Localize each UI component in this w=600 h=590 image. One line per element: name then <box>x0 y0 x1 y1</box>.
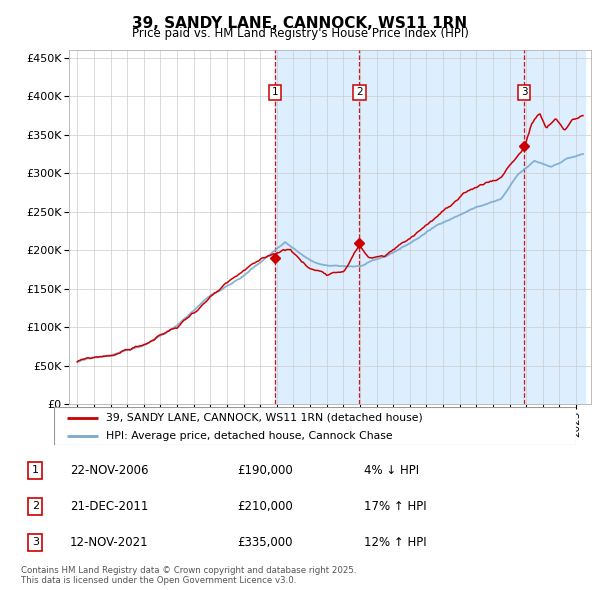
Text: Price paid vs. HM Land Registry's House Price Index (HPI): Price paid vs. HM Land Registry's House … <box>131 27 469 40</box>
Text: 22-NOV-2006: 22-NOV-2006 <box>70 464 148 477</box>
Text: 3: 3 <box>32 537 39 548</box>
Text: Contains HM Land Registry data © Crown copyright and database right 2025.
This d: Contains HM Land Registry data © Crown c… <box>21 566 356 585</box>
Text: 12-NOV-2021: 12-NOV-2021 <box>70 536 148 549</box>
Text: 17% ↑ HPI: 17% ↑ HPI <box>364 500 426 513</box>
Text: 1: 1 <box>32 466 39 475</box>
Text: 39, SANDY LANE, CANNOCK, WS11 1RN: 39, SANDY LANE, CANNOCK, WS11 1RN <box>133 16 467 31</box>
Text: 2: 2 <box>32 502 39 512</box>
Text: £210,000: £210,000 <box>237 500 293 513</box>
Text: £190,000: £190,000 <box>237 464 293 477</box>
Text: 1: 1 <box>272 87 278 97</box>
Text: HPI: Average price, detached house, Cannock Chase: HPI: Average price, detached house, Cann… <box>106 431 393 441</box>
Text: £335,000: £335,000 <box>237 536 292 549</box>
Bar <box>275 50 359 404</box>
Text: 4% ↓ HPI: 4% ↓ HPI <box>364 464 419 477</box>
Text: 12% ↑ HPI: 12% ↑ HPI <box>364 536 426 549</box>
Text: 39, SANDY LANE, CANNOCK, WS11 1RN (detached house): 39, SANDY LANE, CANNOCK, WS11 1RN (detac… <box>106 413 423 423</box>
Bar <box>359 50 524 404</box>
Text: 3: 3 <box>521 87 527 97</box>
Bar <box>524 50 584 404</box>
Text: 2: 2 <box>356 87 363 97</box>
Text: 21-DEC-2011: 21-DEC-2011 <box>70 500 148 513</box>
